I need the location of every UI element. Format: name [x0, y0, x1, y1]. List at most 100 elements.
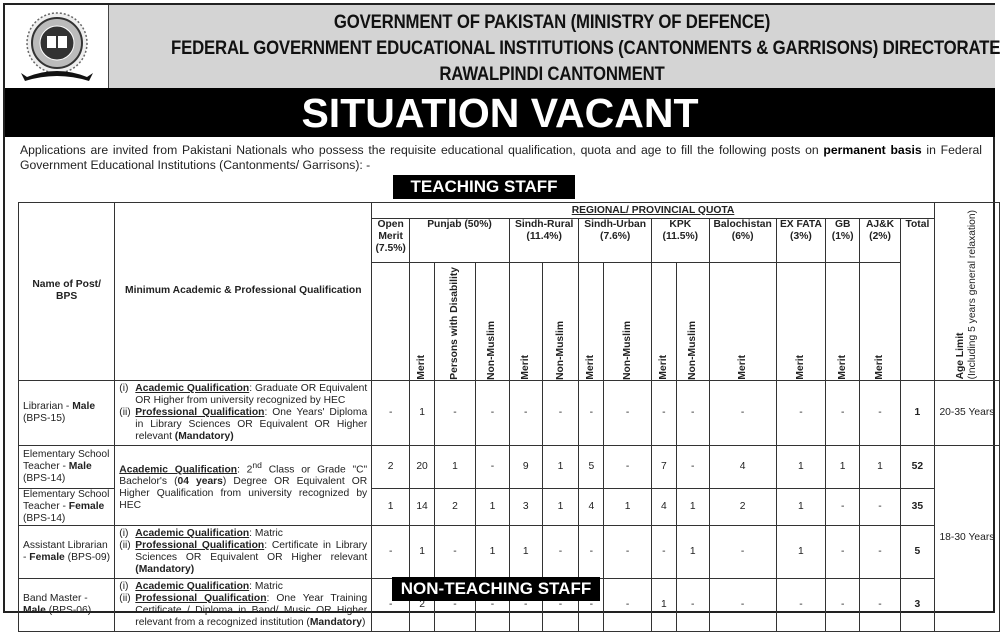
emblem-icon: [21, 12, 93, 81]
post-name: Elementary School Teacher - Female (BPS-…: [17, 487, 116, 526]
qualification-bold: 04 years: [177, 475, 223, 487]
qualification-line: (i) Academic Qualification: Matric: [119, 581, 367, 593]
column-header-age-limit: Age Limit (Including 5 years general rela…: [933, 202, 1000, 381]
total-cell: 5: [899, 524, 935, 579]
quota-cell: 1: [675, 487, 710, 526]
region-header: Punjab (50%): [409, 218, 510, 263]
quota-cell: -: [708, 524, 777, 579]
quota-cell: 1: [775, 487, 827, 526]
subcategory-header: [371, 262, 411, 381]
qualification-line: (i) Academic Qualification: Graduate OR E…: [119, 383, 367, 407]
total-cell: 52: [899, 444, 935, 489]
intro-after: in Federal Government Educational Instit…: [20, 143, 982, 172]
section-non-teaching-staff: NON-TEACHING STAFF: [392, 577, 600, 601]
qualification-detail: Class or Grade "C" Bachelor's (: [119, 463, 368, 487]
header-row-subcategories: Merit Persons with Disability Non-Muslim Me…: [19, 262, 1000, 381]
quota-cell: 1: [508, 524, 543, 579]
quota-cell: -: [578, 379, 605, 446]
quota-cell: 1: [409, 379, 435, 446]
age-limit-cell: 18-30 Years: [933, 444, 1000, 632]
region-header: Open Merit (7.5%): [371, 218, 411, 263]
qualification-number: (ii): [119, 406, 131, 418]
table-row: Librarian - Male (BPS-15) (i) Academic Qua…: [17, 379, 1000, 446]
intro-bold: permanent basis: [823, 143, 922, 157]
intro-before: Applications are invited from Pakistani …: [20, 143, 824, 157]
post-gender: Female: [68, 500, 105, 512]
quota-cell: 2: [371, 444, 411, 489]
post-title: Librarian -: [23, 400, 73, 412]
quota-cell: 1: [409, 524, 435, 579]
table-row: Elementary School Teacher - Male (BPS-14…: [17, 444, 1000, 632]
subcategory-header: Non-Muslim: [541, 262, 580, 381]
quota-cell: -: [775, 379, 827, 446]
section-teaching-staff: TEACHING STAFF: [393, 175, 575, 199]
post-title: Band Master -: [23, 592, 88, 604]
qualification-label: Academic Qualification: [135, 580, 250, 592]
table-row: Assistant Librarian - Female (BPS-09) (i)…: [17, 524, 1000, 579]
qualification-cell: Academic Qualification: 2nd Class or Gra…: [114, 444, 373, 526]
quota-cell: -: [825, 524, 861, 579]
post-gender: Male: [23, 604, 46, 616]
qualification-detail: ) Degree OR Equivalent OR Higher Qualifi…: [119, 475, 368, 511]
post-bps: (BPS-14): [23, 512, 66, 524]
subcategory-header: Non-Muslim: [474, 262, 510, 381]
quota-cell: -: [675, 444, 710, 489]
post-name: Elementary School Teacher - Male (BPS-14…: [17, 444, 116, 489]
quota-cell: -: [859, 379, 901, 446]
qualification-number: (ii): [119, 539, 131, 551]
subcategory-label: Persons with Disability: [448, 267, 460, 380]
quota-cell: 1: [825, 444, 861, 489]
quota-cell: -: [603, 444, 652, 489]
qualification-detail: : Certificate in Library Sciences OR Equ…: [135, 539, 368, 563]
quota-cell: 7: [650, 444, 677, 489]
header-directorate: FEDERAL GOVERNMENT EDUCATIONAL INSTITUTI…: [171, 37, 1000, 59]
quota-cell: 1: [433, 444, 476, 489]
qualification-detail: : Matric: [249, 527, 283, 539]
qualification-cell: (i) Academic Qualification: Matric (ii) Pro…: [114, 524, 373, 579]
region-header: KPK (11.5%): [650, 218, 710, 263]
quota-cell: -: [474, 379, 510, 446]
qualification-number: (i): [119, 382, 129, 394]
quota-cell: 4: [708, 444, 777, 489]
subcategory-header: Merit: [775, 262, 827, 381]
qualification-sup: nd: [252, 459, 262, 470]
subcategory-header: Non-Muslim: [675, 262, 710, 381]
quota-cell: -: [433, 379, 476, 446]
subcategory-label: Non-Muslim: [486, 320, 498, 380]
banner-title: SITUATION VACANT: [5, 88, 995, 137]
post-bps: (BPS-15): [23, 412, 66, 424]
subcategory-header: Persons with Disability: [433, 262, 476, 381]
subcategory-label: Merit: [519, 355, 531, 380]
quota-cell: 3: [508, 487, 543, 526]
quota-cell: 1: [775, 444, 827, 489]
post-bps: (BPS-06): [48, 604, 92, 616]
qualification-cell: (i) Academic Qualification: Graduate OR E…: [114, 379, 373, 446]
post-title: Elementary School Teacher -: [23, 448, 110, 472]
qualification-label: Professional Qualification: [135, 406, 265, 418]
post-bps: (BPS-14): [23, 472, 66, 484]
quota-cell: -: [433, 524, 476, 579]
quota-cell: 1: [474, 487, 510, 526]
subcategory-label: Merit: [657, 355, 669, 380]
vacancy-table: Name of Post/ BPS Minimum Academic & Prof…: [17, 202, 1000, 632]
qualification-label: Academic Qualification: [119, 463, 238, 475]
quota-cell: -: [603, 379, 652, 446]
post-name: Librarian - Male (BPS-15): [17, 379, 116, 446]
quota-cell: -: [603, 524, 652, 579]
qualification-label: Academic Qualification: [135, 382, 250, 394]
post-gender: Female: [29, 551, 65, 563]
quota-cell: -: [650, 524, 677, 579]
quota-cell: -: [825, 487, 861, 526]
region-header: AJ&K (2%): [859, 218, 901, 263]
qualification-text: Professional Qualification: One Years' D…: [135, 407, 367, 443]
region-header: GB (1%): [825, 218, 861, 263]
qualification-detail: : One Years' Diploma in Library Sciences…: [135, 406, 368, 442]
subcategory-label: Merit: [736, 355, 748, 380]
total-cell: 1: [899, 379, 935, 446]
quota-cell: -: [650, 379, 677, 446]
header-location: RAWALPINDI CANTONMENT: [439, 63, 665, 85]
table-row: Elementary School Teacher - Female (BPS-…: [17, 487, 1000, 526]
quota-cell: -: [825, 379, 861, 446]
quota-cell: 1: [775, 524, 827, 579]
qualification-label: Professional Qualification: [135, 539, 265, 551]
